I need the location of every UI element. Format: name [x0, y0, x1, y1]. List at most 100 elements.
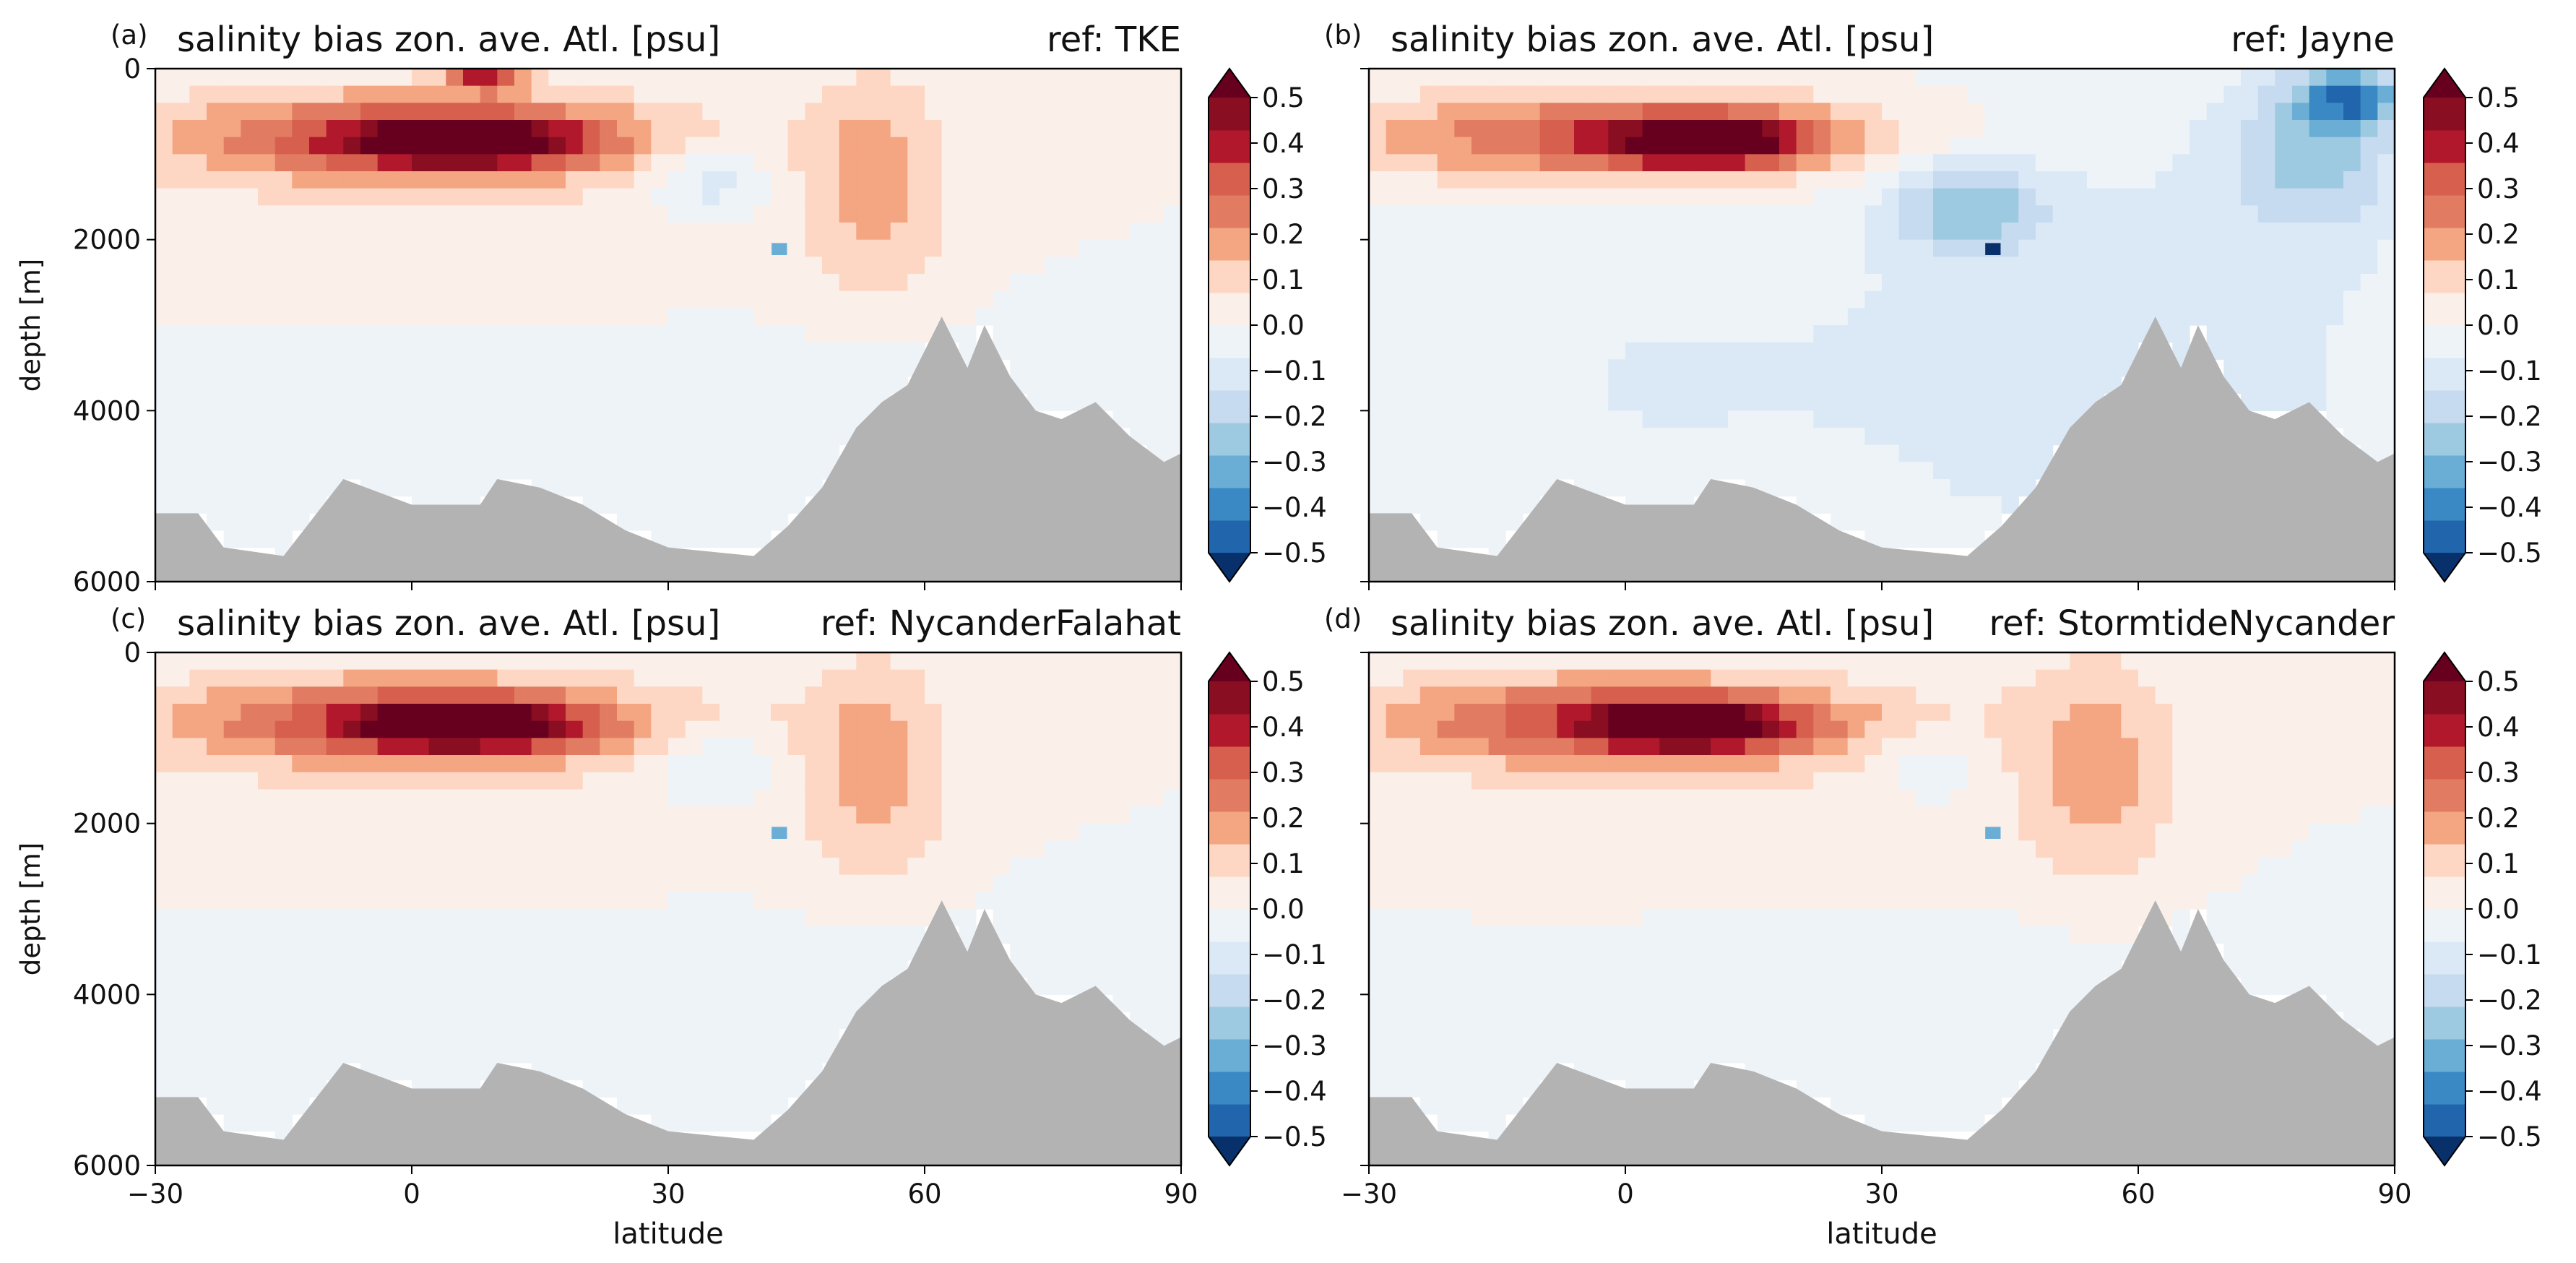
heatmap-cell: [805, 462, 823, 480]
heatmap-cell: [668, 943, 686, 961]
heatmap-cell: [2326, 376, 2344, 395]
heatmap-cell: [2257, 239, 2275, 257]
heatmap-cell: [360, 223, 379, 241]
heatmap-cell: [805, 738, 823, 756]
x-tick-label: 0: [403, 1178, 420, 1210]
heatmap-cell: [1950, 428, 1968, 446]
heatmap-cell: [446, 1063, 464, 1081]
heatmap-cell: [2326, 171, 2344, 189]
heatmap-cell: [1813, 205, 1831, 223]
heatmap-cell: [2377, 308, 2395, 326]
heatmap-cell: [771, 858, 789, 876]
heatmap-cell: [1831, 154, 1849, 172]
heatmap-cell: [1044, 103, 1062, 121]
heatmap-cell: [275, 359, 293, 377]
heatmap-cell: [1677, 755, 1695, 773]
heatmap-cell: [1044, 943, 1062, 961]
heatmap-cell: [1044, 772, 1062, 790]
heatmap-cell: [805, 1012, 823, 1030]
heatmap-cell: [2326, 69, 2344, 87]
heatmap-cell: [856, 720, 874, 738]
heatmap-cell: [1403, 755, 1421, 773]
heatmap-cell: [1146, 393, 1164, 411]
heatmap-cell: [582, 652, 600, 671]
heatmap-cell: [1831, 103, 1849, 121]
heatmap-cell: [1950, 376, 1968, 395]
heatmap-cell: [1591, 1012, 1609, 1030]
heatmap-cell: [753, 960, 771, 978]
heatmap-cell: [1386, 274, 1404, 292]
heatmap-cell: [1488, 513, 1506, 531]
heatmap-cell: [1916, 171, 1934, 189]
heatmap-cell: [2018, 444, 2036, 462]
heatmap-cell: [1574, 137, 1592, 155]
heatmap-cell: [1027, 239, 1045, 257]
heatmap-cell: [1061, 823, 1079, 841]
heatmap-cell: [258, 720, 276, 738]
heatmap-cell: [2257, 171, 2275, 189]
heatmap-cell: [839, 137, 857, 155]
heatmap-cell: [1847, 290, 1865, 309]
heatmap-cell: [617, 892, 635, 910]
heatmap-cell: [873, 137, 891, 155]
heatmap-cell: [651, 205, 669, 223]
heatmap-cell: [1079, 960, 1097, 978]
heatmap-cell: [1950, 496, 1968, 514]
heatmap-cell: [993, 325, 1011, 343]
heatmap-cell: [275, 858, 293, 876]
heatmap-cell: [771, 994, 789, 1012]
heatmap-cell: [1488, 1028, 1506, 1046]
heatmap-cell: [292, 1028, 310, 1046]
heatmap-cell: [1369, 823, 1387, 841]
heatmap-cell: [1471, 1114, 1490, 1132]
heatmap-cell: [1539, 120, 1557, 138]
heatmap-cell: [172, 874, 190, 892]
colorbar-segment: [1209, 260, 1250, 293]
heatmap-cell: [189, 274, 207, 292]
heatmap-cell: [292, 410, 310, 428]
heatmap-cell: [1762, 85, 1780, 103]
heatmap-cell: [1608, 772, 1626, 790]
heatmap-cell: [2001, 410, 2019, 428]
heatmap-cell: [787, 205, 805, 223]
heatmap-cell: [1608, 257, 1626, 275]
heatmap-cell: [1916, 376, 1934, 395]
heatmap-cell: [1984, 85, 2002, 103]
heatmap-cell: [1677, 720, 1695, 738]
heatmap-cell: [856, 686, 874, 704]
heatmap-cell: [1112, 120, 1131, 138]
heatmap-cell: [787, 755, 805, 773]
heatmap-cell: [822, 154, 840, 172]
heatmap-cell: [412, 909, 430, 927]
heatmap-cell: [1677, 428, 1695, 446]
heatmap-cell: [1779, 205, 1797, 223]
heatmap-cell: [1369, 772, 1387, 790]
heatmap-cell: [223, 325, 241, 343]
heatmap-cell: [736, 496, 754, 514]
heatmap-cell: [2155, 290, 2173, 309]
heatmap-cell: [428, 359, 446, 377]
heatmap-cell: [1369, 1028, 1387, 1046]
heatmap-cell: [446, 755, 464, 773]
heatmap-cell: [600, 103, 618, 121]
heatmap-cell: [1454, 376, 1472, 395]
heatmap-cell: [925, 772, 943, 790]
heatmap-cell: [1095, 686, 1113, 704]
heatmap-cell: [873, 909, 891, 927]
heatmap-cell: [155, 789, 173, 807]
heatmap-cell: [1130, 892, 1148, 910]
heatmap-cell: [258, 85, 276, 103]
heatmap-cell: [1659, 960, 1677, 978]
heatmap-cell: [1659, 1046, 1677, 1064]
heatmap-cell: [1677, 479, 1695, 497]
heatmap-cell: [2138, 120, 2156, 138]
heatmap-cell: [1027, 704, 1045, 722]
heatmap-cell: [1112, 738, 1131, 756]
heatmap-cell: [685, 188, 703, 206]
heatmap-cell: [2223, 290, 2242, 309]
heatmap-cell: [668, 171, 686, 189]
heatmap-cell: [1505, 410, 1523, 428]
heatmap-cell: [959, 120, 977, 138]
heatmap-cell: [1591, 342, 1609, 360]
heatmap-cell: [890, 290, 908, 309]
